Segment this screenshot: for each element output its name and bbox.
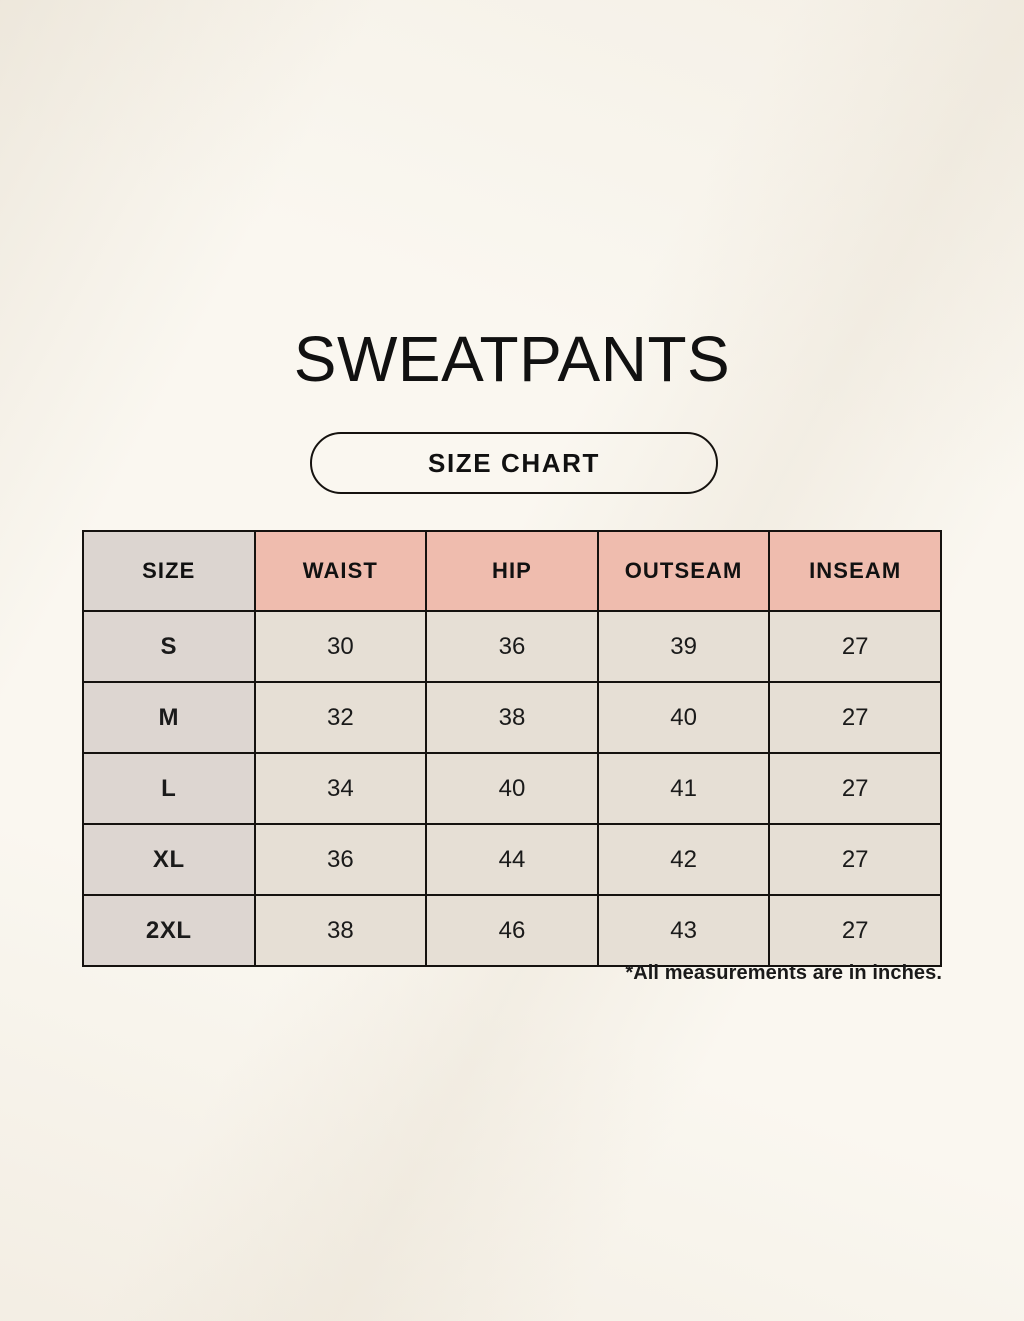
cell-inseam: 27	[768, 894, 942, 967]
cell-waist: 38	[253, 894, 428, 967]
cell-hip: 38	[425, 681, 599, 754]
cell-size: S	[82, 610, 256, 683]
cell-size: 2XL	[82, 894, 256, 967]
size-chart-badge-label: SIZE CHART	[428, 447, 600, 478]
table-row: S 30 36 39 27	[82, 610, 942, 683]
table-header-row: SIZE WAIST HIP OUTSEAM INSEAM	[82, 530, 942, 612]
cell-inseam: 27	[768, 610, 942, 683]
cell-outseam: 40	[596, 681, 771, 754]
column-header-hip: HIP	[425, 530, 599, 612]
cell-outseam: 42	[596, 823, 771, 896]
cell-inseam: 27	[768, 681, 942, 754]
cell-outseam: 41	[596, 752, 771, 825]
size-table-head: SIZE WAIST HIP OUTSEAM INSEAM	[82, 530, 942, 612]
cell-inseam: 27	[768, 823, 942, 896]
cell-hip: 40	[425, 752, 599, 825]
cell-waist: 34	[253, 752, 428, 825]
cell-hip: 46	[425, 894, 599, 967]
table-row: L 34 40 41 27	[82, 752, 942, 825]
size-table: SIZE WAIST HIP OUTSEAM INSEAM S 30 36 39…	[82, 530, 942, 967]
size-chart-badge: SIZE CHART	[310, 432, 718, 494]
cell-outseam: 39	[596, 610, 771, 683]
cell-hip: 36	[425, 610, 599, 683]
column-header-size: SIZE	[82, 530, 256, 612]
cell-outseam: 43	[596, 894, 771, 967]
cell-hip: 44	[425, 823, 599, 896]
size-table-container: SIZE WAIST HIP OUTSEAM INSEAM S 30 36 39…	[82, 530, 942, 967]
cell-waist: 32	[253, 681, 428, 754]
table-row: 2XL 38 46 43 27	[82, 894, 942, 967]
cell-waist: 36	[253, 823, 428, 896]
column-header-outseam: OUTSEAM	[596, 530, 771, 612]
cell-waist: 30	[253, 610, 428, 683]
cell-size: L	[82, 752, 256, 825]
size-table-body: S 30 36 39 27 M 32 38 40 27 L 34 40	[82, 610, 942, 967]
cell-size: XL	[82, 823, 256, 896]
cell-size: M	[82, 681, 256, 754]
table-row: XL 36 44 42 27	[82, 823, 942, 896]
measurements-footnote: *All measurements are in inches.	[625, 962, 942, 984]
column-header-waist: WAIST	[253, 530, 428, 612]
table-row: M 32 38 40 27	[82, 681, 942, 754]
column-header-inseam: INSEAM	[768, 530, 942, 612]
page-title: SWEATPANTS	[293, 323, 731, 395]
cell-inseam: 27	[768, 752, 942, 825]
